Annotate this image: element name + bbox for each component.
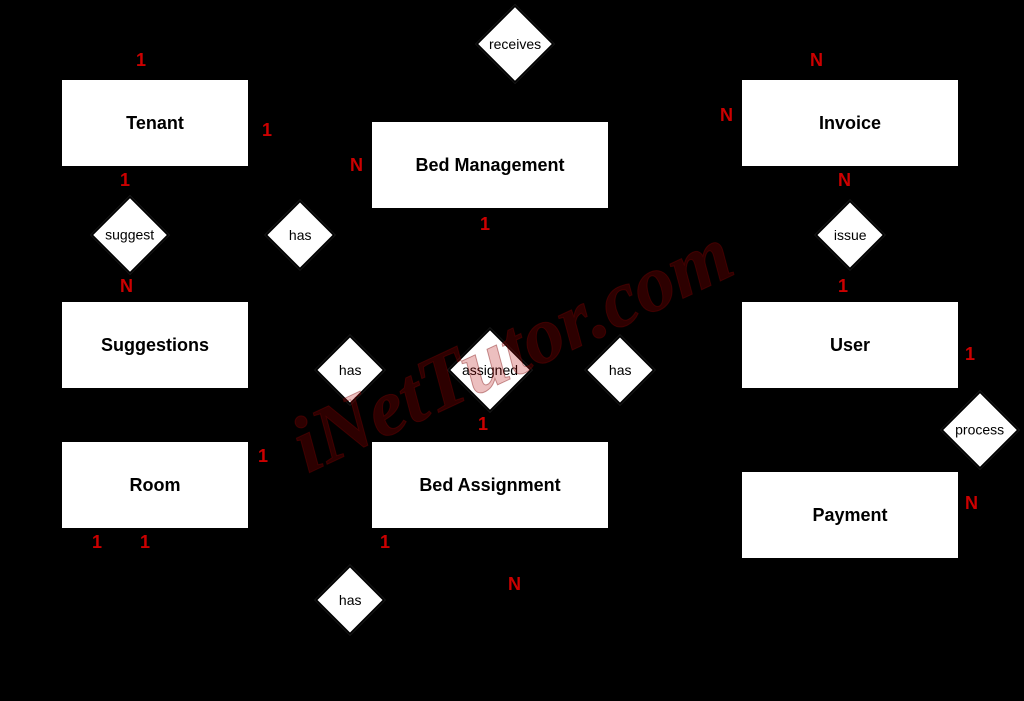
rel-assigned: assigned bbox=[448, 328, 533, 413]
cardinality: N bbox=[120, 276, 133, 297]
rel-has-room-assignment: has bbox=[315, 565, 386, 636]
rel-label: has bbox=[609, 362, 632, 378]
cardinality: 1 bbox=[92, 532, 102, 553]
rel-has-room-bedmgmt: has bbox=[315, 335, 386, 406]
rel-suggest: suggest bbox=[90, 195, 169, 274]
entity-bed-management: Bed Management bbox=[370, 120, 610, 210]
rel-label: has bbox=[289, 227, 312, 243]
entity-label: Bed Management bbox=[415, 155, 564, 176]
cardinality: 1 bbox=[480, 214, 490, 235]
entity-label: Tenant bbox=[126, 113, 184, 134]
cardinality: 1 bbox=[120, 170, 130, 191]
entity-label: Suggestions bbox=[101, 335, 209, 356]
entity-bed-assignment: Bed Assignment bbox=[370, 440, 610, 530]
rel-has-tenant-room: has bbox=[265, 200, 336, 271]
rel-label: receives bbox=[489, 36, 541, 52]
cardinality: N bbox=[720, 105, 733, 126]
entity-invoice: Invoice bbox=[740, 78, 960, 168]
cardinality: 1 bbox=[965, 344, 975, 365]
entity-tenant: Tenant bbox=[60, 78, 250, 168]
entity-payment: Payment bbox=[740, 470, 960, 560]
cardinality: 1 bbox=[140, 532, 150, 553]
entity-label: Invoice bbox=[819, 113, 881, 134]
rel-label: has bbox=[339, 592, 362, 608]
cardinality: 1 bbox=[262, 120, 272, 141]
entity-suggestions: Suggestions bbox=[60, 300, 250, 390]
cardinality: N bbox=[838, 170, 851, 191]
cardinality: 1 bbox=[136, 50, 146, 71]
rel-label: suggest bbox=[105, 227, 154, 243]
rel-receives: receives bbox=[475, 4, 554, 83]
entity-label: User bbox=[830, 335, 870, 356]
entity-label: Room bbox=[130, 475, 181, 496]
entity-room: Room bbox=[60, 440, 250, 530]
rel-label: issue bbox=[834, 227, 867, 243]
entity-user: User bbox=[740, 300, 960, 390]
rel-issue: issue bbox=[815, 200, 886, 271]
cardinality: 1 bbox=[258, 446, 268, 467]
rel-label: assigned bbox=[462, 362, 518, 378]
cardinality: 1 bbox=[838, 276, 848, 297]
cardinality: N bbox=[810, 50, 823, 71]
cardinality: N bbox=[508, 574, 521, 595]
entity-label: Bed Assignment bbox=[419, 475, 560, 496]
rel-has-invoice-assignment: has bbox=[585, 335, 656, 406]
rel-process: process bbox=[940, 390, 1019, 469]
cardinality: N bbox=[350, 155, 363, 176]
cardinality: 1 bbox=[380, 532, 390, 553]
entity-label: Payment bbox=[812, 505, 887, 526]
rel-label: process bbox=[955, 422, 1004, 438]
cardinality: N bbox=[965, 493, 978, 514]
rel-label: has bbox=[339, 362, 362, 378]
cardinality: 1 bbox=[478, 414, 488, 435]
